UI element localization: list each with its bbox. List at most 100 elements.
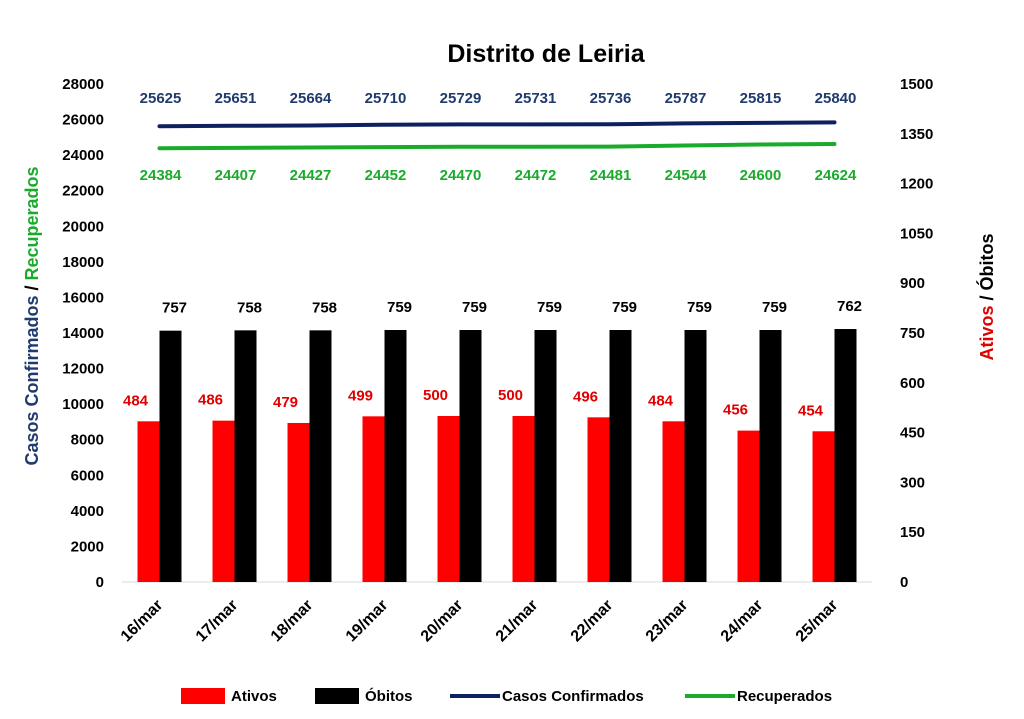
- left-tick-label: 4000: [71, 503, 104, 520]
- data-label: 24452: [365, 167, 407, 184]
- bar-1-0: [159, 330, 182, 582]
- left-tick-label: 6000: [71, 467, 104, 484]
- line-series-1: [157, 142, 837, 151]
- data-label: 25729: [440, 90, 482, 107]
- data-label: 25710: [365, 90, 407, 107]
- bar-1-7: [684, 330, 707, 582]
- bar-1-6: [609, 330, 632, 582]
- data-label: 25787: [665, 90, 707, 107]
- x-tick-label: 25/mar: [793, 597, 842, 646]
- data-label: 25625: [140, 90, 182, 107]
- bar-0-9: [812, 431, 835, 582]
- left-tick-label: 10000: [62, 396, 104, 413]
- data-label: 757: [162, 300, 187, 317]
- data-label: 759: [537, 299, 562, 316]
- legend-label: Recuperados: [737, 688, 832, 705]
- right-tick-label: 1200: [900, 176, 933, 193]
- right-axis-label: Ativos / Óbitos: [976, 233, 997, 360]
- legend-label: Casos Confirmados: [502, 688, 644, 705]
- data-label: 758: [237, 299, 262, 316]
- x-tick-label: 24/mar: [718, 597, 767, 646]
- right-axis-label-sep: /: [977, 290, 997, 305]
- left-tick-label: 24000: [62, 147, 104, 164]
- data-label: 24384: [140, 167, 182, 184]
- right-tick-label: 450: [900, 425, 925, 442]
- bar-0-3: [362, 416, 385, 582]
- data-label: 25731: [515, 90, 557, 107]
- right-tick-label: 1050: [900, 225, 933, 242]
- left-tick-label: 28000: [62, 76, 104, 93]
- left-tick-label: 2000: [71, 538, 104, 555]
- left-tick-label: 20000: [62, 218, 104, 235]
- right-tick-label: 750: [900, 325, 925, 342]
- bar-0-1: [212, 420, 235, 582]
- left-tick-label: 22000: [62, 183, 104, 200]
- data-label: 456: [723, 402, 748, 419]
- bar-0-0: [137, 421, 160, 582]
- left-axis-label-confirmados: Casos Confirmados: [22, 296, 42, 466]
- data-label: 24600: [740, 167, 782, 184]
- right-tick-label: 900: [900, 275, 925, 292]
- legend-label: Ativos: [231, 688, 277, 705]
- left-axis-label-sep: /: [22, 280, 42, 295]
- left-tick-label: 26000: [62, 112, 104, 129]
- left-tick-label: 18000: [62, 254, 104, 271]
- data-label: 24407: [215, 167, 257, 184]
- chart-title: Distrito de Leiria: [447, 40, 645, 68]
- right-tick-label: 1500: [900, 76, 933, 93]
- right-tick-label: 300: [900, 474, 925, 491]
- data-label: 484: [648, 392, 674, 409]
- data-label: 24472: [515, 167, 557, 184]
- bar-1-5: [534, 330, 557, 582]
- bar-0-8: [737, 430, 760, 582]
- data-label: 25664: [290, 90, 332, 107]
- bar-1-9: [834, 329, 857, 582]
- data-label: 25651: [215, 90, 257, 107]
- data-label: 24470: [440, 167, 482, 184]
- data-label: 25815: [740, 90, 782, 107]
- legend-swatch-1: [315, 688, 359, 704]
- legend-label: Óbitos: [365, 687, 413, 705]
- data-label: 24427: [290, 167, 332, 184]
- left-tick-label: 14000: [62, 325, 104, 342]
- data-label: 759: [612, 299, 637, 316]
- x-tick-label: 17/mar: [193, 597, 242, 646]
- right-tick-label: 150: [900, 524, 925, 541]
- data-label: 759: [687, 299, 712, 316]
- data-label: 454: [798, 402, 824, 419]
- left-tick-label: 8000: [71, 432, 104, 449]
- x-tick-label: 20/mar: [418, 597, 467, 646]
- x-tick-label: 18/mar: [268, 597, 317, 646]
- data-label: 500: [423, 387, 448, 404]
- x-tick-label: 16/mar: [118, 597, 167, 646]
- x-tick-label: 23/mar: [643, 597, 692, 646]
- data-label: 762: [837, 298, 862, 315]
- data-label: 25736: [590, 90, 632, 107]
- bar-1-8: [759, 330, 782, 582]
- line-series-0: [157, 120, 837, 129]
- right-axis-label-obitos: Óbitos: [976, 233, 997, 290]
- data-label: 500: [498, 387, 523, 404]
- bar-1-2: [309, 330, 332, 582]
- data-label: 25840: [815, 90, 857, 107]
- data-label: 24544: [665, 167, 707, 184]
- data-label: 24481: [590, 167, 632, 184]
- legend-swatch-0: [181, 688, 225, 704]
- x-tick-label: 19/mar: [343, 597, 392, 646]
- data-label: 496: [573, 388, 598, 405]
- right-axis-label-ativos: Ativos: [977, 306, 997, 361]
- data-label: 759: [462, 299, 487, 316]
- x-tick-label: 22/mar: [568, 597, 617, 646]
- bar-1-3: [384, 330, 407, 582]
- left-tick-label: 0: [96, 574, 104, 591]
- x-tick-label: 21/mar: [493, 597, 542, 646]
- bar-0-7: [662, 421, 685, 582]
- data-label: 484: [123, 392, 149, 409]
- plot-area: 0200040006000800010000120001400016000180…: [62, 76, 933, 645]
- bar-0-4: [437, 416, 460, 582]
- data-label: 479: [273, 394, 298, 411]
- data-label: 499: [348, 387, 373, 404]
- data-label: 759: [762, 299, 787, 316]
- data-label: 24624: [815, 167, 857, 184]
